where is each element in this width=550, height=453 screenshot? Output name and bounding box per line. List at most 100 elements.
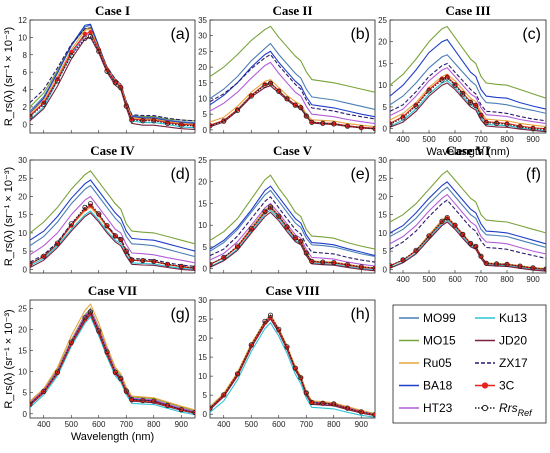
data-point-rrs-ref <box>309 119 315 125</box>
data-point-rrs-ref <box>96 328 102 334</box>
data-point-rrs-ref <box>140 118 146 124</box>
data-point-rrs-ref <box>140 257 146 264</box>
x-tick-label: 600 <box>448 275 462 284</box>
data-point-rrs-ref <box>123 103 129 109</box>
y-tick-label: 0 <box>203 265 208 274</box>
series-line-mo99 <box>30 184 195 258</box>
y-tick-label: 0 <box>383 125 388 134</box>
data-point-rrs-ref <box>267 80 274 87</box>
y-tick-label: 8 <box>23 51 28 60</box>
data-point-rrs-ref <box>309 258 315 264</box>
data-point-rrs-ref <box>517 124 523 130</box>
y-tick-label: 15 <box>198 79 207 88</box>
series-line-zx17 <box>390 199 546 259</box>
data-point-rrs-ref <box>543 126 546 133</box>
data-point-rrs-ref <box>210 405 213 411</box>
x-tick-label: 700 <box>120 420 134 429</box>
data-point-rrs-ref <box>452 82 458 88</box>
data-point-rrs-ref <box>192 409 195 416</box>
panel-title: Case VIII <box>265 283 319 298</box>
data-point-rrs-ref <box>41 101 47 107</box>
data-point-rrs-ref <box>276 213 282 219</box>
y-tick-label: 10 <box>18 229 27 238</box>
y-tick-label: 0 <box>203 126 208 135</box>
y-tick-label: 0 <box>23 410 28 419</box>
data-point-rrs-ref <box>234 371 241 377</box>
data-point-rrs-ref <box>151 258 157 264</box>
data-point-rrs-ref <box>129 257 135 263</box>
data-point-rrs-ref <box>303 250 309 256</box>
series-line-ku13 <box>210 321 375 418</box>
panel-letter: (d) <box>170 166 190 183</box>
data-point-rrs-ref <box>140 397 146 403</box>
data-point-rrs-ref <box>262 208 268 214</box>
y-tick-label: 4 <box>23 86 28 95</box>
panel-title: Case VII <box>88 283 137 298</box>
y-tick-label: 5 <box>23 247 28 256</box>
y-tick-label: 6 <box>23 68 28 77</box>
data-point-rrs-ref <box>320 259 326 265</box>
y-tick-label: 10 <box>198 94 207 103</box>
data-point-rrs-ref <box>483 120 489 126</box>
series-line-rrs-ref <box>210 314 375 416</box>
y-tick-label: 15 <box>198 353 207 362</box>
x-tick-label: 700 <box>474 275 488 284</box>
data-point-3c <box>82 31 88 37</box>
data-point-rrs-ref <box>358 409 364 415</box>
data-point-rrs-ref <box>320 400 326 406</box>
data-point-rrs-ref <box>493 120 500 127</box>
legend-label: MO15 <box>423 334 456 348</box>
series-line-mo15 <box>390 170 546 234</box>
panel-letter: (f) <box>526 166 541 183</box>
y-tick-label: 30 <box>198 32 207 41</box>
series-line-ba18 <box>390 38 546 110</box>
y-tick-label: 25 <box>378 174 387 183</box>
y-axis-label: R_rs(λ) (sr⁻¹ × 10⁻³) <box>3 309 15 408</box>
data-point-rrs-ref <box>267 312 274 318</box>
data-point-rrs-ref <box>151 118 157 124</box>
data-point-rrs-ref <box>82 204 88 210</box>
data-point-rrs-ref <box>530 126 536 132</box>
y-tick-label: 5 <box>23 389 28 398</box>
panel-8: 0 5 10 15 20 25 30 400 500 600 700 800 900 Case VIII (… <box>198 283 376 429</box>
series-line-ba18 <box>30 179 195 252</box>
data-point-rrs-ref <box>504 121 510 127</box>
panel-letter: (e) <box>350 166 370 183</box>
legend-label: HT23 <box>423 401 453 415</box>
data-point-3c <box>69 50 74 55</box>
data-point-rrs-ref <box>344 262 351 268</box>
series-line-ht23 <box>30 195 195 264</box>
panel-letter: (b) <box>350 26 370 43</box>
y-tick-label: 20 <box>18 192 27 201</box>
data-point-rrs-ref <box>467 240 474 247</box>
y-tick-label: 5 <box>203 391 208 400</box>
series-line-jd20 <box>30 212 195 271</box>
data-point-rrs-ref <box>112 80 118 86</box>
data-point-rrs-ref <box>303 390 309 396</box>
data-point-rrs-ref <box>478 253 484 259</box>
data-point-rrs-ref <box>358 125 364 131</box>
series-group <box>30 303 195 416</box>
y-tick-label: 5 <box>383 247 388 256</box>
data-point-rrs-ref <box>87 201 94 207</box>
data-point-rrs-ref <box>54 369 61 375</box>
legend-label: 3C <box>499 379 515 393</box>
legend-label: RrsRef <box>499 401 533 418</box>
data-point-rrs-ref <box>30 401 33 407</box>
series-line-mo15 <box>390 25 546 99</box>
panel-title: Case III <box>445 3 490 18</box>
data-point-rrs-ref <box>267 204 274 210</box>
data-point-rrs-ref <box>68 52 74 59</box>
data-point-rrs-ref <box>413 247 419 253</box>
plot-frame <box>209 159 376 274</box>
panel-letter: (a) <box>170 26 190 43</box>
x-tick-label: 500 <box>65 420 79 429</box>
legend-item-ru05: Ru05 <box>399 356 452 370</box>
y-tick-label: 20 <box>198 63 207 72</box>
series-line-ru05 <box>390 73 546 128</box>
series-line-jd20 <box>390 221 546 272</box>
panel-letter: (h) <box>350 306 370 323</box>
x-tick-label: 900 <box>175 420 189 429</box>
series-line-jd20 <box>390 82 546 133</box>
data-point-rrs-ref <box>210 261 213 267</box>
